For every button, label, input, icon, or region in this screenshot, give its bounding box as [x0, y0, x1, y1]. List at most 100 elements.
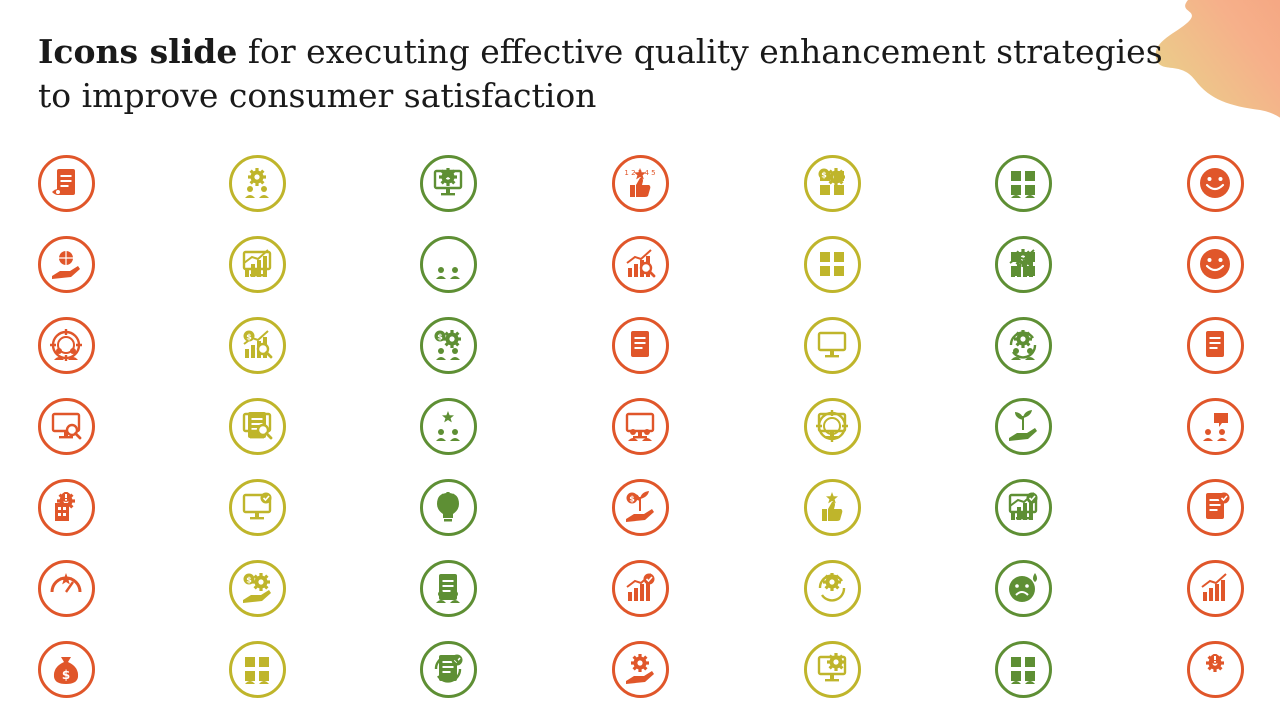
- svg-text:$: $: [437, 333, 443, 342]
- svg-text:$: $: [62, 668, 70, 682]
- smile-face-icon: [1186, 235, 1244, 293]
- gears-alert-icon: [1186, 640, 1244, 698]
- team-presentation-gear-icon: [228, 154, 286, 212]
- documents-person-icon-glyph: [436, 574, 460, 603]
- smile-face-icon-glyph: [1200, 249, 1230, 279]
- clipboard-magnifier-icon-glyph: [242, 412, 273, 440]
- money-bag-icon: $: [37, 640, 95, 698]
- hands-globe-icon-glyph: [52, 251, 80, 279]
- cycle-people-gear-icon-glyph: [1009, 330, 1037, 360]
- team-star-icon-glyph: [436, 411, 460, 441]
- gears-alert-icon-glyph: [1206, 654, 1224, 672]
- monitor-check-icon: [228, 478, 286, 536]
- document-eye-icon: [37, 154, 95, 212]
- hand-gear-dollar-icon: $: [228, 559, 286, 617]
- tools-box-icon-glyph: [820, 252, 844, 276]
- sad-face-drop-icon-glyph: [1009, 573, 1037, 602]
- lightbulb-gear-icon-glyph: [437, 492, 459, 522]
- growth-chart-board-icon-glyph: [242, 249, 272, 277]
- people-chat-icon-glyph: [1203, 413, 1228, 441]
- report-chart-icon-glyph: [1201, 573, 1227, 601]
- dollar-gear-people-icon-glyph: $: [434, 330, 461, 360]
- thumb-stars-icon: [803, 478, 861, 536]
- chart-dollar-magnifier-icon-glyph: $: [243, 330, 273, 359]
- building-gear-alert-icon-glyph: [55, 492, 75, 521]
- browser-gauge-target-icon: [803, 397, 861, 455]
- hand-gears-icon-glyph: [626, 654, 654, 684]
- growth-arrow-check-icon-glyph: [626, 573, 655, 601]
- checklist-cycle-icon-glyph: [434, 654, 463, 683]
- person-box-icon-glyph: [1011, 171, 1035, 198]
- trees-hand-icon-glyph: [1009, 410, 1037, 441]
- title-bold: Icons slide: [38, 32, 238, 71]
- tools-box-icon: [803, 235, 861, 293]
- plant-dollar-hand-icon-glyph: $: [626, 491, 654, 522]
- presenter-board-icon-glyph: [625, 412, 655, 441]
- board-rating-gear-icon-glyph: [433, 168, 463, 196]
- speedometer-rating-icon-glyph: [50, 573, 82, 593]
- smile-face-icon-glyph: [1200, 168, 1230, 198]
- presenter-audience-icon: [419, 235, 477, 293]
- monitor-check-icon-glyph: [242, 492, 272, 520]
- plant-dollar-hand-icon: $: [611, 478, 669, 536]
- number-rating-thumb-icon-glyph: 1 2 3 4 5: [624, 168, 656, 197]
- chart-magnifier-icon-glyph: [626, 249, 656, 278]
- strategy-board-icon-glyph: [817, 331, 847, 358]
- certificate-documents-icon-glyph: [1206, 331, 1224, 357]
- document-eye-icon-glyph: [52, 169, 75, 195]
- monitor-search-icon-glyph: [51, 412, 82, 440]
- report-chart-icon: [1186, 559, 1244, 617]
- target-team-icon: [37, 316, 95, 374]
- building-gear-alert-icon: [37, 478, 95, 536]
- people-grid-icon: [228, 640, 286, 698]
- lightbulb-gear-icon: [419, 478, 477, 536]
- team-connection-icon-glyph: [1011, 657, 1035, 684]
- board-rating-gear-icon: [419, 154, 477, 212]
- thumb-stars-icon-glyph: [822, 492, 843, 521]
- document-list-icon-glyph: [631, 331, 649, 357]
- monitor-chart-check-icon: [994, 478, 1052, 536]
- form-check-icon-glyph: [1206, 492, 1230, 519]
- smile-face-icon: [1186, 154, 1244, 212]
- svg-text:$: $: [246, 333, 252, 342]
- monitor-search-icon: [37, 397, 95, 455]
- gear-dollar-boxes-icon-glyph: $: [818, 168, 845, 195]
- svg-text:1 2 3 4 5: 1 2 3 4 5: [624, 169, 655, 177]
- trees-hand-icon: [994, 397, 1052, 455]
- gear-laptop-icon-glyph: [817, 653, 847, 682]
- growth-arrow-check-icon: [611, 559, 669, 617]
- hand-gear-dollar-icon-glyph: $: [243, 573, 271, 603]
- svg-text:$: $: [246, 576, 252, 585]
- people-grid-icon-glyph: [245, 657, 269, 684]
- presenter-audience-icon-glyph: [436, 267, 460, 279]
- document-list-icon: [611, 316, 669, 374]
- cycle-gears-icon: [803, 559, 861, 617]
- speedometer-rating-icon: [37, 559, 95, 617]
- hand-gears-icon: [611, 640, 669, 698]
- money-bag-icon-glyph: $: [53, 657, 79, 684]
- people-chat-icon: [1186, 397, 1244, 455]
- monitor-chart-check-icon-glyph: [1008, 492, 1038, 520]
- gear-flowchart-icon: [994, 235, 1052, 293]
- sad-face-drop-icon: [994, 559, 1052, 617]
- documents-person-icon: [419, 559, 477, 617]
- target-team-icon-glyph: [50, 329, 82, 361]
- svg-text:$: $: [629, 495, 635, 504]
- person-box-icon: [994, 154, 1052, 212]
- gear-laptop-icon: [803, 640, 861, 698]
- title-rest: for executing effective quality enhancem…: [38, 32, 1163, 115]
- team-connection-icon: [994, 640, 1052, 698]
- slide-title: Icons slide for executing effective qual…: [38, 30, 1168, 118]
- hands-globe-icon: [37, 235, 95, 293]
- cycle-people-gear-icon: [994, 316, 1052, 374]
- dollar-gear-people-icon: $: [419, 316, 477, 374]
- chart-magnifier-icon: [611, 235, 669, 293]
- cycle-gears-icon-glyph: [818, 573, 846, 602]
- gear-flowchart-icon-glyph: [1009, 249, 1035, 277]
- presenter-board-icon: [611, 397, 669, 455]
- team-star-icon: [419, 397, 477, 455]
- strategy-board-icon: [803, 316, 861, 374]
- number-rating-thumb-icon: 1 2 3 4 5: [611, 154, 669, 212]
- gear-dollar-boxes-icon: $: [803, 154, 861, 212]
